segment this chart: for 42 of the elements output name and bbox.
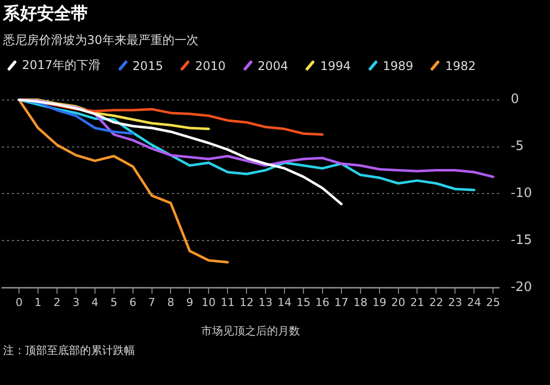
chart-title: 系好安全带 [3, 3, 88, 25]
legend-label: 2015 [132, 58, 164, 72]
x-tick-label: 11 [220, 296, 235, 310]
legend-label: 1982 [445, 58, 476, 72]
y-tick-label: -15 [510, 233, 532, 248]
x-tick-label: 10 [202, 296, 216, 310]
x-tick-label: 18 [353, 296, 368, 310]
x-tick-label: 19 [372, 296, 386, 310]
x-tick-label: 12 [240, 296, 254, 310]
x-tick-label: 2 [53, 296, 60, 310]
x-tick-label: 1 [34, 296, 42, 310]
legend-label: 1994 [320, 58, 351, 72]
x-tick-label: 13 [258, 296, 273, 310]
x-tick-label: 21 [410, 296, 424, 310]
legend-label: 1989 [382, 58, 414, 72]
legend-label: 2017年的下滑 [22, 57, 101, 74]
x-tick-label: 0 [16, 296, 23, 310]
x-tick-label: 14 [278, 296, 292, 310]
x-tick-label: 15 [296, 296, 310, 310]
x-tick-label: 5 [110, 296, 118, 310]
x-axis-title: 市场见顶之后的月数 [200, 324, 300, 338]
x-tick-label: 8 [167, 296, 174, 310]
y-tick-label: -10 [510, 186, 532, 202]
x-tick-label: 3 [72, 296, 80, 310]
x-tick-label: 24 [467, 296, 482, 310]
x-tick-label: 4 [91, 296, 98, 310]
x-tick-label: 25 [486, 296, 500, 310]
text: 注：顶部至底部的累计跌幅 [3, 343, 135, 358]
legend-label: 2010 [195, 58, 226, 72]
x-tick-label: 23 [448, 296, 462, 310]
y-tick-label: -20 [510, 280, 532, 295]
x-tick-label: 6 [129, 296, 136, 310]
x-tick-label: 16 [315, 296, 330, 310]
y-tick-label: 0 [510, 92, 520, 108]
x-tick-label: 9 [186, 296, 194, 310]
x-tick-label: 20 [391, 296, 406, 310]
x-tick-label: 17 [334, 296, 348, 310]
legend-label: 2004 [258, 58, 288, 72]
chart-subtitle: 悉尼房价滑坡为30年来最严重的一次 [3, 32, 198, 49]
x-tick-label: 7 [148, 296, 156, 310]
x-tick-label: 22 [429, 296, 444, 310]
y-tick-label: -5 [510, 139, 524, 154]
